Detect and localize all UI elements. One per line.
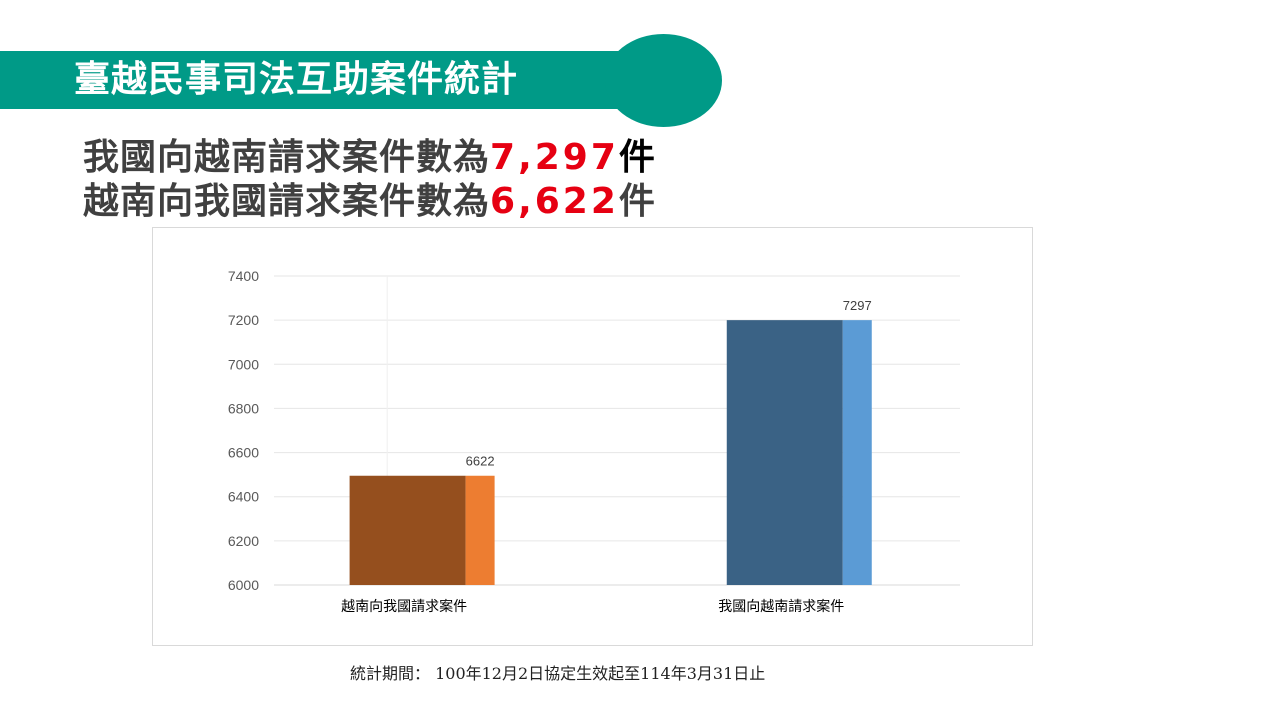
bar-front-1 [349, 475, 466, 585]
y-tick-label: 6800 [228, 400, 259, 416]
category-label-2: 我國向越南請求案件 [718, 598, 844, 615]
headline-outgoing-requests: 我國向越南請求案件數為7,297件 [83, 137, 656, 179]
headline-outgoing-text: 我國向越南請求案件數為 [83, 137, 491, 178]
y-tick-label: 6000 [228, 577, 259, 593]
data-label-2: 7297 [843, 298, 872, 313]
page-title: 臺越民事司法互助案件統計 [74, 59, 519, 100]
bar-front-2 [726, 320, 843, 585]
title-banner [0, 51, 640, 109]
bar-chart: 6000 6200 6400 6600 6800 7000 7200 7400 6622 越南向我… [228, 268, 960, 615]
category-label-1: 越南向我國請求案件 [341, 598, 467, 615]
y-tick-label: 7000 [228, 356, 259, 372]
y-tick-label: 7400 [228, 268, 259, 284]
y-tick-label: 6200 [228, 533, 259, 549]
headline-incoming-number: 6,622 [490, 181, 619, 222]
headline-incoming-requests: 越南向我國請求案件數為6,622件 [83, 181, 656, 223]
statistics-period-note: 統計期間： 100年12月2日協定生效起至114年3月31日止 [350, 664, 766, 683]
bar-side-2 [842, 320, 872, 585]
headline-incoming-unit: 件 [618, 181, 656, 222]
headline-outgoing-number: 7,297 [490, 137, 619, 178]
y-tick-label: 6400 [228, 489, 259, 505]
headline-outgoing-unit: 件 [618, 137, 656, 178]
headline-incoming-text: 越南向我國請求案件數為 [83, 181, 491, 222]
y-tick-label: 7200 [228, 312, 259, 328]
y-tick-label: 6600 [228, 445, 259, 461]
bar-side-1 [465, 475, 495, 585]
title-banner-ellipse [605, 34, 722, 127]
data-label-1: 6622 [466, 454, 495, 469]
chart-frame: 6000 6200 6400 6600 6800 7000 7200 7400 6622 越南向我… [152, 227, 1033, 646]
